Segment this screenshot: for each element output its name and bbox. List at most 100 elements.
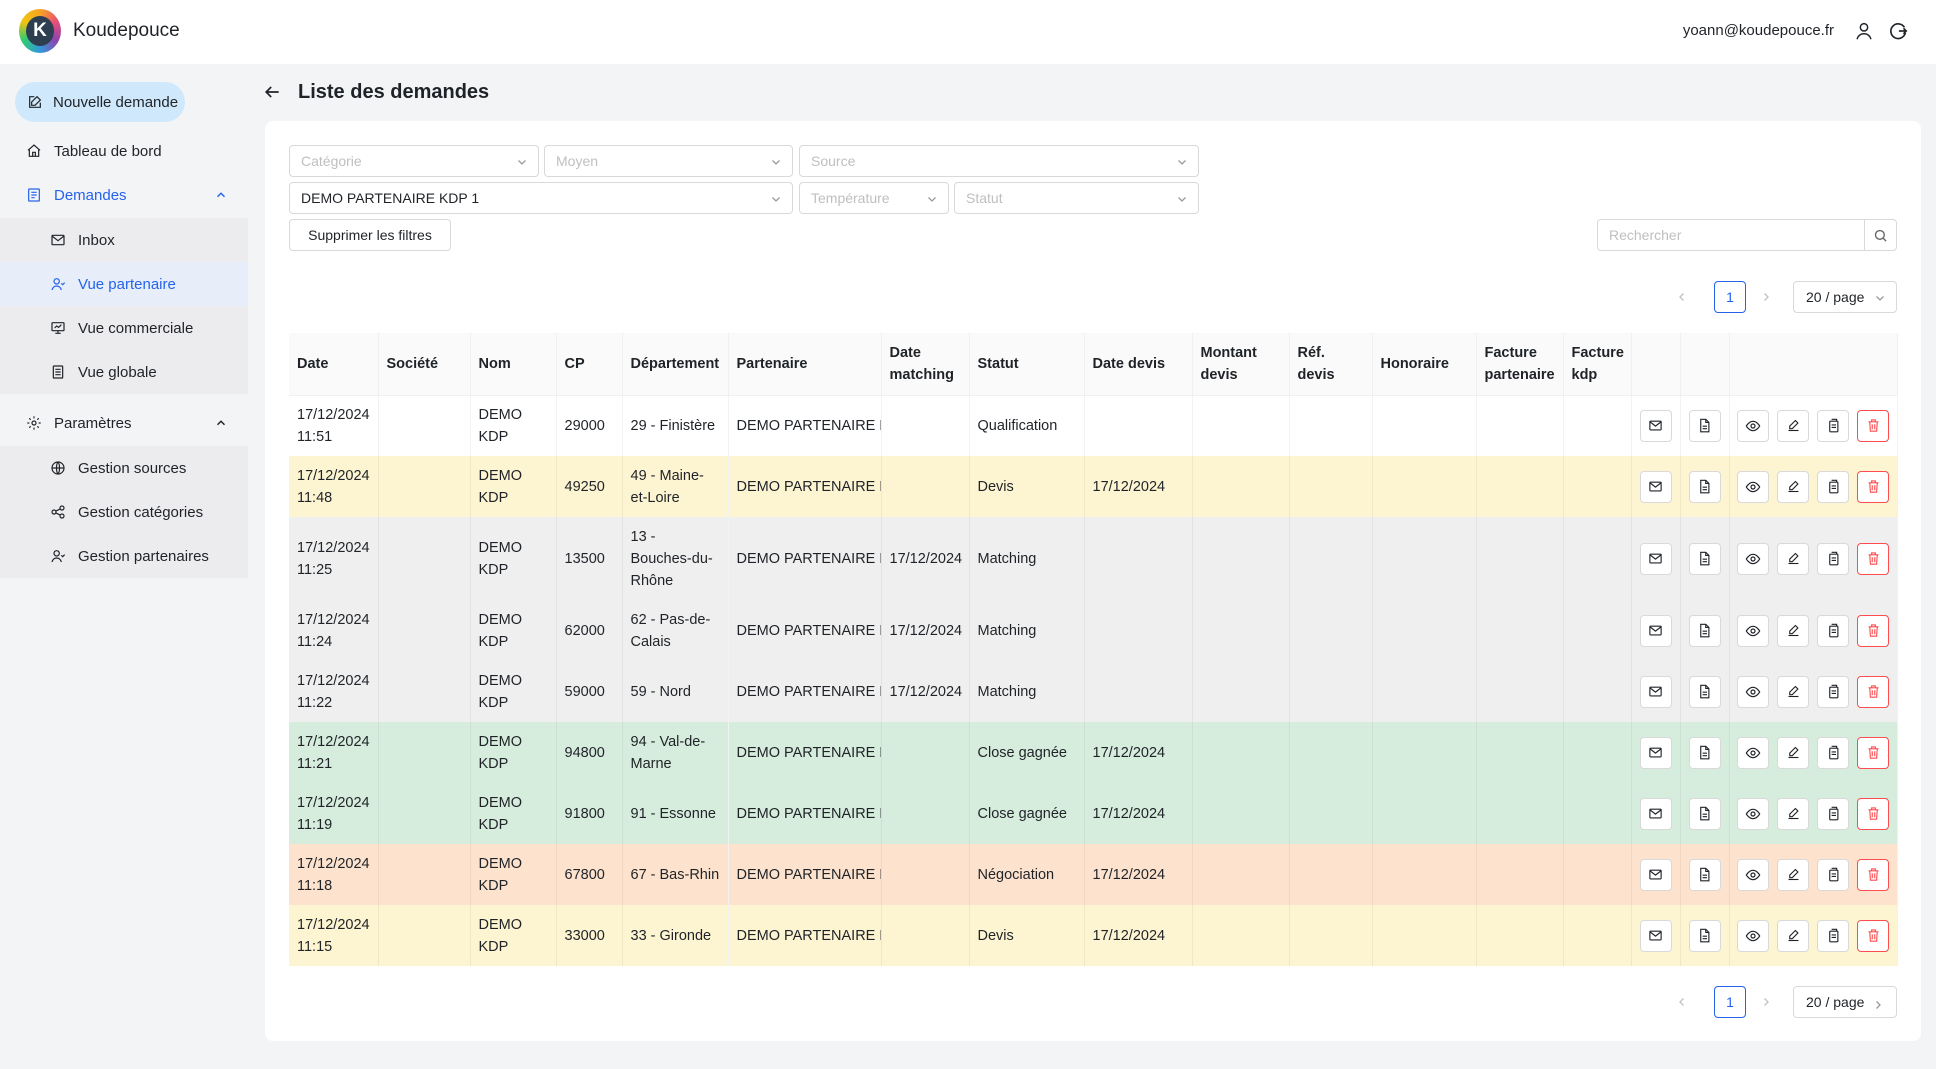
view-button[interactable] <box>1737 409 1769 442</box>
app-logo[interactable]: K <box>19 9 61 53</box>
next-page-icon[interactable] <box>1760 996 1772 1008</box>
status-select[interactable]: Statut <box>954 182 1199 214</box>
sidebar-item-inbox[interactable]: Inbox <box>0 218 248 262</box>
view-button[interactable] <box>1737 542 1769 575</box>
logout-icon[interactable] <box>1887 20 1909 42</box>
sidebar-item-sources[interactable]: Gestion sources <box>0 446 248 490</box>
document-button[interactable] <box>1688 797 1721 830</box>
user-icon[interactable] <box>1853 20 1875 42</box>
new-request-button[interactable]: Nouvelle demande <box>15 82 185 122</box>
copy-button[interactable] <box>1817 858 1849 891</box>
document-button[interactable] <box>1688 675 1721 708</box>
document-button[interactable] <box>1688 614 1721 647</box>
prev-page-icon[interactable] <box>1676 996 1688 1008</box>
table-row[interactable]: 17/12/2024 11:15 DEMO KDP 33000 33 - Girond… <box>289 905 1898 966</box>
delete-button[interactable] <box>1857 797 1889 830</box>
table-row[interactable]: 17/12/2024 11:19 DEMO KDP 91800 91 - Essonn… <box>289 783 1898 844</box>
delete-button[interactable] <box>1857 470 1889 503</box>
copy-button[interactable] <box>1817 542 1849 575</box>
back-arrow-icon[interactable] <box>262 82 282 102</box>
sidebar-item-categories[interactable]: Gestion catégories <box>0 490 248 534</box>
copy-button[interactable] <box>1817 919 1849 952</box>
means-select[interactable]: Moyen <box>544 145 793 177</box>
column-header-facture-partenaire[interactable]: Facture partenaire <box>1476 333 1564 396</box>
column-header-statut[interactable]: Statut <box>969 333 1085 396</box>
view-button[interactable] <box>1737 919 1769 952</box>
delete-button[interactable] <box>1857 675 1889 708</box>
sidebar-item-partners[interactable]: Gestion partenaires <box>0 534 248 578</box>
edit-button[interactable] <box>1777 919 1809 952</box>
source-select[interactable]: Source <box>799 145 1199 177</box>
document-button[interactable] <box>1688 470 1721 503</box>
delete-button[interactable] <box>1857 919 1889 952</box>
view-button[interactable] <box>1737 614 1769 647</box>
copy-button[interactable] <box>1817 409 1849 442</box>
sidebar-group-settings[interactable]: Paramètres <box>0 403 250 443</box>
delete-button[interactable] <box>1857 542 1889 575</box>
partner-select[interactable]: DEMO PARTENAIRE KDP 1 <box>289 182 793 214</box>
search-input[interactable] <box>1598 220 1866 250</box>
prev-page-icon[interactable] <box>1676 291 1688 303</box>
copy-button[interactable] <box>1817 614 1849 647</box>
edit-button[interactable] <box>1777 614 1809 647</box>
document-button[interactable] <box>1688 736 1721 769</box>
view-button[interactable] <box>1737 858 1769 891</box>
page-number[interactable]: 1 <box>1714 281 1746 313</box>
edit-button[interactable] <box>1777 858 1809 891</box>
column-header-honoraire[interactable]: Honoraire <box>1372 333 1477 396</box>
view-button[interactable] <box>1737 675 1769 708</box>
table-row[interactable]: 17/12/2024 11:25 DEMO KDP 13500 13 - Bouche… <box>289 517 1898 600</box>
view-button[interactable] <box>1737 470 1769 503</box>
document-button[interactable] <box>1688 542 1721 575</box>
column-header-societe[interactable]: Société <box>378 333 471 396</box>
edit-button[interactable] <box>1777 675 1809 708</box>
mail-button[interactable] <box>1639 470 1672 503</box>
sidebar-group-requests[interactable]: Demandes <box>0 175 250 215</box>
document-button[interactable] <box>1688 919 1721 952</box>
column-header-date-devis[interactable]: Date devis <box>1084 333 1193 396</box>
copy-button[interactable] <box>1817 797 1849 830</box>
mail-button[interactable] <box>1639 542 1672 575</box>
next-page-icon[interactable] <box>1760 291 1772 303</box>
sidebar-item-global-view[interactable]: Vue globale <box>0 350 248 394</box>
column-header-date-matching[interactable]: Date matching <box>881 333 970 396</box>
column-header-facture-kdp[interactable]: Facture kdp <box>1563 333 1632 396</box>
table-row[interactable]: 17/12/2024 11:18 DEMO KDP 67800 67 - Bas-Rh… <box>289 844 1898 905</box>
delete-button[interactable] <box>1857 409 1889 442</box>
mail-button[interactable] <box>1639 614 1672 647</box>
search-button[interactable] <box>1864 219 1896 251</box>
edit-button[interactable] <box>1777 409 1809 442</box>
page-size-select[interactable]: 20 / page <box>1793 986 1897 1018</box>
copy-button[interactable] <box>1817 736 1849 769</box>
document-button[interactable] <box>1688 858 1721 891</box>
sidebar-item-partner-view[interactable]: Vue partenaire <box>0 262 248 306</box>
copy-button[interactable] <box>1817 470 1849 503</box>
edit-button[interactable] <box>1777 797 1809 830</box>
edit-button[interactable] <box>1777 736 1809 769</box>
edit-button[interactable] <box>1777 470 1809 503</box>
table-row[interactable]: 17/12/2024 11:22 DEMO KDP 59000 59 - Nord DE… <box>289 661 1898 722</box>
table-row[interactable]: 17/12/2024 11:21 DEMO KDP 94800 94 - Val-de… <box>289 722 1898 783</box>
mail-button[interactable] <box>1639 919 1672 952</box>
delete-button[interactable] <box>1857 736 1889 769</box>
column-header-montant-devis[interactable]: Montant devis <box>1192 333 1290 396</box>
sidebar-item-dashboard[interactable]: Tableau de bord <box>0 131 250 171</box>
edit-button[interactable] <box>1777 542 1809 575</box>
column-header-partenaire[interactable]: Partenaire <box>728 333 882 396</box>
category-select[interactable]: Catégorie <box>289 145 539 177</box>
document-button[interactable] <box>1688 409 1721 442</box>
column-header-nom[interactable]: Nom <box>470 333 557 396</box>
column-header-cp[interactable]: CP <box>556 333 623 396</box>
mail-button[interactable] <box>1639 409 1672 442</box>
table-row[interactable]: 17/12/2024 11:24 DEMO KDP 62000 62 - Pas-de… <box>289 600 1898 661</box>
mail-button[interactable] <box>1639 858 1672 891</box>
column-header-ref-devis[interactable]: Réf. devis <box>1289 333 1373 396</box>
column-header-departement[interactable]: Département <box>622 333 729 396</box>
mail-button[interactable] <box>1639 736 1672 769</box>
column-header-date[interactable]: Date <box>289 333 379 396</box>
mail-button[interactable] <box>1639 797 1672 830</box>
temperature-select[interactable]: Température <box>799 182 949 214</box>
view-button[interactable] <box>1737 736 1769 769</box>
view-button[interactable] <box>1737 797 1769 830</box>
copy-button[interactable] <box>1817 675 1849 708</box>
